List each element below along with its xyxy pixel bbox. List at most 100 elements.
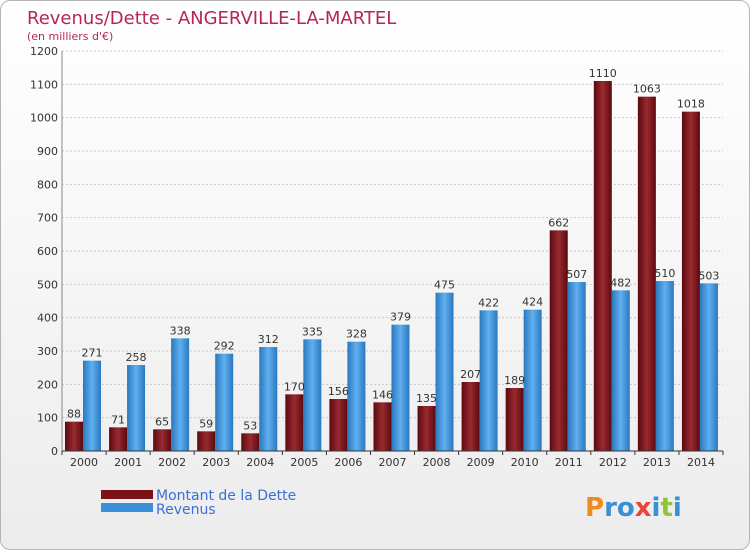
bar-revenus — [699, 283, 718, 451]
bar-dette — [505, 388, 524, 451]
data-label: 662 — [548, 216, 569, 229]
bar-revenus — [655, 281, 674, 451]
x-tick-label: 2014 — [687, 456, 715, 469]
x-tick-label: 2010 — [511, 456, 539, 469]
bar-revenus — [435, 292, 454, 451]
data-label: 424 — [522, 296, 543, 309]
y-tick-label: 900 — [37, 145, 58, 158]
bar-dette — [329, 399, 348, 451]
x-tick-label: 2006 — [334, 456, 362, 469]
data-label: 475 — [434, 279, 455, 292]
bar-revenus — [259, 347, 278, 451]
data-label: 59 — [199, 417, 213, 430]
x-tick-label: 2001 — [114, 456, 142, 469]
x-tick-label: 2008 — [423, 456, 451, 469]
data-label: 1018 — [677, 98, 705, 111]
bar-revenus — [303, 339, 322, 451]
y-tick-label: 300 — [37, 345, 58, 358]
bar-revenus — [523, 309, 542, 451]
bar-dette — [417, 406, 436, 451]
data-label: 379 — [390, 311, 411, 324]
legend-label-dette: Montant de la Dette — [156, 488, 296, 504]
y-tick-label: 200 — [37, 378, 58, 391]
y-axis: 0 100 200 300 400 500 600 700 800 900 1000 1100 1200 — [30, 45, 63, 458]
bar-dette — [65, 421, 83, 451]
bar-dette — [153, 429, 172, 451]
data-label: 1110 — [589, 67, 617, 80]
bar-revenus — [479, 310, 498, 451]
data-label: 338 — [170, 324, 191, 337]
data-label: 510 — [654, 267, 675, 280]
bar-dette — [549, 230, 568, 451]
x-tick-label: 2003 — [202, 456, 230, 469]
y-tick-label: 700 — [37, 212, 58, 225]
x-tick-label: 2000 — [70, 456, 98, 469]
y-tick-label: 600 — [37, 245, 58, 258]
proxiti-logo: Proxiti — [585, 493, 682, 523]
data-label: 53 — [243, 419, 257, 432]
data-label: 258 — [126, 351, 147, 364]
data-label: 1063 — [633, 83, 661, 96]
bar-dette — [285, 394, 304, 451]
data-label: 146 — [372, 388, 393, 401]
legend-swatch-revenus — [101, 503, 153, 512]
legend: Montant de la Dette Revenus — [101, 488, 296, 518]
x-tick-label: 2012 — [599, 456, 627, 469]
data-label: 135 — [416, 392, 437, 405]
bar-revenus — [83, 360, 101, 451]
x-tick-label: 2005 — [290, 456, 318, 469]
bar-dette — [637, 96, 656, 452]
x-tick-label: 2013 — [643, 456, 671, 469]
data-label: 335 — [302, 325, 323, 338]
data-label: 189 — [504, 374, 525, 387]
y-tick-label: 100 — [37, 412, 58, 425]
data-label: 292 — [214, 340, 235, 353]
data-label: 271 — [82, 347, 103, 360]
x-axis: 2000 2001 2002 2003 2004 2005 2006 2007 2008 2009… — [61, 450, 724, 469]
y-tick-label: 400 — [37, 312, 58, 325]
chart-subtitle: (en milliers d'€) — [27, 30, 113, 43]
bar-revenus — [127, 365, 146, 451]
y-tick-label: 1000 — [30, 112, 58, 125]
chart-title: Revenus/Dette - ANGERVILLE-LA-MARTEL — [27, 8, 396, 29]
x-tick-label: 2011 — [555, 456, 583, 469]
x-tick-label: 2007 — [379, 456, 407, 469]
bar-dette — [461, 382, 480, 451]
bar-revenus — [611, 290, 630, 451]
x-tick-label: 2002 — [158, 456, 186, 469]
logo-text: Proxiti — [585, 493, 682, 523]
bar-dette — [109, 427, 128, 451]
data-label: 503 — [698, 269, 719, 282]
bar-revenus — [347, 341, 366, 451]
x-tick-label: 2004 — [246, 456, 274, 469]
bar-revenus — [567, 282, 586, 451]
bar-dette — [197, 431, 216, 451]
bar-dette — [373, 402, 392, 451]
bars — [65, 81, 718, 452]
data-label: 170 — [284, 380, 305, 393]
data-label: 328 — [346, 328, 367, 341]
y-tick-label: 800 — [37, 178, 58, 191]
legend-swatch-dette — [101, 490, 153, 499]
bar-revenus — [215, 353, 234, 451]
value-labels: 88 271 71 258 65 338 59 292 53 312 170 335 156 328 146… — [67, 67, 719, 432]
data-label: 422 — [478, 296, 499, 309]
legend-label-revenus: Revenus — [156, 502, 216, 518]
bar-dette — [241, 433, 260, 451]
bar-dette — [681, 111, 700, 452]
data-label: 507 — [566, 268, 587, 281]
bar-revenus — [171, 338, 190, 451]
data-label: 207 — [460, 368, 481, 381]
data-label: 312 — [258, 333, 279, 346]
data-label: 71 — [111, 413, 125, 426]
bar-dette — [593, 81, 612, 451]
data-label: 482 — [610, 276, 631, 289]
data-label: 88 — [67, 408, 81, 421]
x-tick-label: 2009 — [467, 456, 495, 469]
y-tick-label: 0 — [51, 445, 58, 458]
y-tick-label: 1200 — [30, 45, 58, 58]
bar-revenus — [391, 324, 410, 451]
data-label: 156 — [328, 385, 349, 398]
